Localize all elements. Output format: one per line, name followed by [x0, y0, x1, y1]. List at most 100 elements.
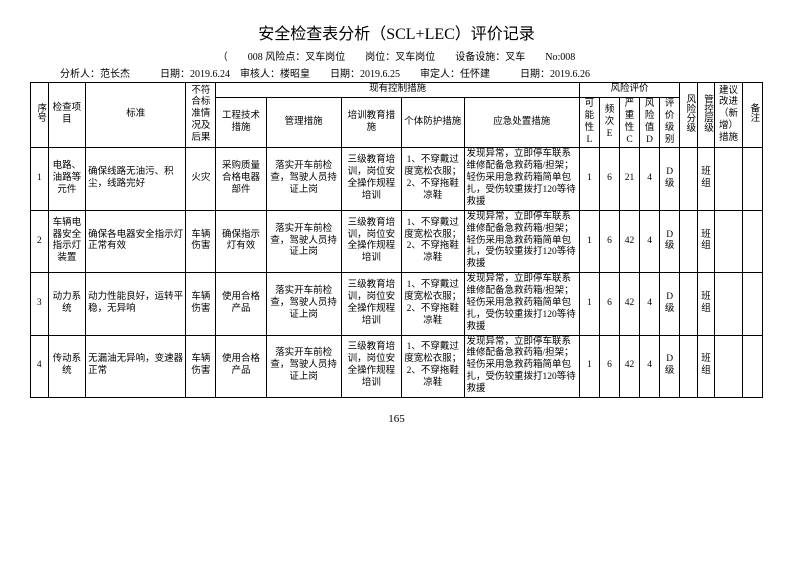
th-c: 严重性C: [620, 97, 640, 148]
table-cell: 1、不穿戴过度宽松衣服；2、不穿拖鞋凉鞋: [401, 273, 464, 335]
table-cell: 1、不穿戴过度宽松衣服；2、不穿拖鞋凉鞋: [401, 148, 464, 210]
th-nonconform: 不符合标准情况及后果: [186, 83, 216, 148]
table-cell: 1: [579, 148, 599, 210]
table-cell: 火灾: [186, 148, 216, 210]
th-suggest: 建议改进（新增）措施: [715, 83, 743, 148]
table-cell: 车辆伤害: [186, 210, 216, 272]
table-cell: 电路、油路等元件: [48, 148, 86, 210]
table-cell: 4: [31, 335, 49, 397]
table-cell: 发现异常，立即停车联系维修配备急救药箱/担架；轻伤采用急救药箱简单包扎，受伤较重…: [464, 210, 579, 272]
table-cell: 落实开车前检查，驾驶人员持证上岗: [266, 210, 341, 272]
main-table: 序号 检查项目 标准 不符合标准情况及后果 现有控制措施 风险评价 风险分级 管…: [30, 82, 763, 398]
table-cell: 班组: [697, 210, 715, 272]
table-row: 3动力系统动力性能良好，运转平稳，无异响车辆伤害使用合格产品落实开车前检查，驾驶…: [31, 273, 763, 335]
table-cell: [742, 148, 762, 210]
th-d: 风险值D: [640, 97, 660, 148]
th-l: 可能性L: [579, 97, 599, 148]
table-cell: D级: [660, 210, 680, 272]
th-remark: 备注: [742, 83, 762, 148]
table-cell: 发现异常，立即停车联系维修配备急救药箱/担架；轻伤采用急救药箱简单包扎，受伤较重…: [464, 148, 579, 210]
table-cell: 班组: [697, 335, 715, 397]
table-cell: 2: [31, 210, 49, 272]
table-cell: 发现异常，立即停车联系维修配备急救药箱/担架；轻伤采用急救药箱简单包扎，受伤较重…: [464, 273, 579, 335]
table-cell: 三级教育培训，岗位安全操作规程培训: [341, 335, 401, 397]
meta-line-1: （ 008 风险点：叉车岗位 岗位：叉车岗位 设备设施：叉车 No:008: [30, 48, 763, 63]
table-cell: 确保线路无油污、积尘，线路完好: [86, 148, 186, 210]
table-cell: [742, 210, 762, 272]
table-cell: 4: [640, 335, 660, 397]
th-mgmt: 管理措施: [266, 97, 341, 148]
table-cell: 4: [640, 148, 660, 210]
table-row: 4传动系统无漏油无异响，变速器正常车辆伤害使用合格产品落实开车前检查，驾驶人员持…: [31, 335, 763, 397]
table-cell: 1: [31, 148, 49, 210]
table-cell: 1: [579, 335, 599, 397]
table-cell: 42: [620, 210, 640, 272]
table-cell: 1、不穿戴过度宽松衣服；2、不穿拖鞋凉鞋: [401, 335, 464, 397]
table-cell: 4: [640, 273, 660, 335]
th-level: 评价级别: [660, 97, 680, 148]
table-cell: 4: [640, 210, 660, 272]
th-eng: 工程技术措施: [216, 97, 266, 148]
table-cell: 3: [31, 273, 49, 335]
table-cell: 车辆电器安全指示灯装置: [48, 210, 86, 272]
th-emerg: 应急处置措施: [464, 97, 579, 148]
th-e: 频次E: [599, 97, 619, 148]
table-cell: 1、不穿戴过度宽松衣服；2、不穿拖鞋凉鞋: [401, 210, 464, 272]
table-cell: [680, 335, 698, 397]
table-cell: 21: [620, 148, 640, 210]
table-row: 2车辆电器安全指示灯装置确保各电器安全指示灯正常有效车辆伤害确保指示灯有效落实开…: [31, 210, 763, 272]
table-cell: 班组: [697, 148, 715, 210]
table-cell: [715, 210, 743, 272]
th-item: 检查项目: [48, 83, 86, 148]
table-row: 1电路、油路等元件确保线路无油污、积尘，线路完好火灾采购质量合格电器部件落实开车…: [31, 148, 763, 210]
table-cell: 6: [599, 335, 619, 397]
table-cell: 三级教育培训，岗位安全操作规程培训: [341, 273, 401, 335]
table-cell: 42: [620, 335, 640, 397]
table-cell: 采购质量合格电器部件: [216, 148, 266, 210]
th-risk-level: 风险分级: [680, 83, 698, 148]
table-cell: 动力系统: [48, 273, 86, 335]
table-cell: 落实开车前检查，驾驶人员持证上岗: [266, 148, 341, 210]
th-edu: 培训教育措施: [341, 97, 401, 148]
table-cell: 三级教育培训，岗位安全操作规程培训: [341, 210, 401, 272]
table-cell: 确保各电器安全指示灯正常有效: [86, 210, 186, 272]
meta-line-2: 分析人：范长杰 日期：2019.6.24 审核人：楼昭皇 日期：2019.6.2…: [30, 65, 763, 80]
table-cell: [680, 148, 698, 210]
table-cell: D级: [660, 148, 680, 210]
table-cell: D级: [660, 273, 680, 335]
table-cell: D级: [660, 335, 680, 397]
table-cell: 42: [620, 273, 640, 335]
table-cell: 使用合格产品: [216, 273, 266, 335]
th-standard: 标准: [86, 83, 186, 148]
page-number: 165: [30, 413, 763, 425]
page-title: 安全检查表分析（SCL+LEC）评价记录: [30, 20, 763, 44]
th-ppe: 个体防护措施: [401, 97, 464, 148]
table-cell: 车辆伤害: [186, 273, 216, 335]
table-cell: [715, 335, 743, 397]
table-cell: 传动系统: [48, 335, 86, 397]
table-cell: 无漏油无异响，变速器正常: [86, 335, 186, 397]
th-current: 现有控制措施: [216, 83, 579, 98]
table-cell: 车辆伤害: [186, 335, 216, 397]
table-cell: 1: [579, 273, 599, 335]
table-cell: 落实开车前检查，驾驶人员持证上岗: [266, 335, 341, 397]
th-seq: 序号: [31, 83, 49, 148]
table-cell: 确保指示灯有效: [216, 210, 266, 272]
table-cell: 发现异常，立即停车联系维修配备急救药箱/担架；轻伤采用急救药箱简单包扎，受伤较重…: [464, 335, 579, 397]
table-cell: [715, 273, 743, 335]
table-cell: 落实开车前检查，驾驶人员持证上岗: [266, 273, 341, 335]
th-ctrl-level: 管控层级: [697, 83, 715, 148]
table-cell: 1: [579, 210, 599, 272]
table-cell: 使用合格产品: [216, 335, 266, 397]
table-cell: 动力性能良好，运转平稳，无异响: [86, 273, 186, 335]
table-cell: [680, 210, 698, 272]
table-cell: 6: [599, 273, 619, 335]
table-cell: [742, 335, 762, 397]
table-cell: [715, 148, 743, 210]
table-cell: 三级教育培训，岗位安全操作规程培训: [341, 148, 401, 210]
table-cell: [680, 273, 698, 335]
table-cell: 6: [599, 148, 619, 210]
th-riskeval: 风险评价: [579, 83, 679, 98]
table-cell: 6: [599, 210, 619, 272]
table-cell: 班组: [697, 273, 715, 335]
